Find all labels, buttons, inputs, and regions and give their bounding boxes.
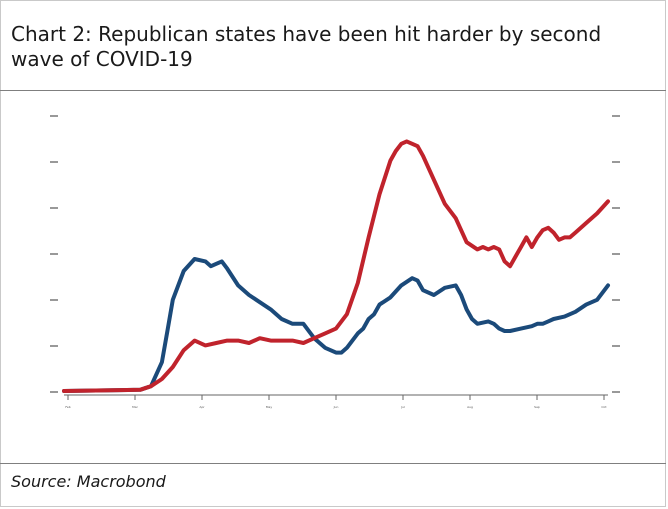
x-tick-label: Oct (601, 405, 607, 409)
chart-title: Chart 2: Republican states have been hit… (11, 22, 602, 71)
right-axis-ticks (612, 115, 620, 393)
source-note: Source: Macrobond (11, 472, 166, 491)
x-axis: Feb Mar Apr May Jun Jul Aug Sep Oct (64, 394, 608, 409)
series-layer (62, 139, 610, 393)
x-tick-label: Sep (534, 405, 540, 409)
x-tick-label: Jun (333, 405, 339, 409)
x-tick-label: Mar (132, 405, 138, 409)
top-divider (0, 90, 666, 91)
bottom-divider (0, 463, 666, 464)
line-chart: Feb Mar Apr May Jun Jul Aug Sep Oct (50, 115, 620, 409)
x-tick-label: May (266, 405, 272, 409)
x-tick-label: Feb (65, 405, 70, 409)
x-tick-label: Aug (467, 405, 473, 409)
series-line-blue (62, 257, 610, 393)
left-axis-ticks (50, 115, 58, 393)
x-tick-label: Apr (199, 405, 205, 409)
x-tick-label: Jul (400, 405, 405, 409)
series-line-red (62, 139, 610, 393)
